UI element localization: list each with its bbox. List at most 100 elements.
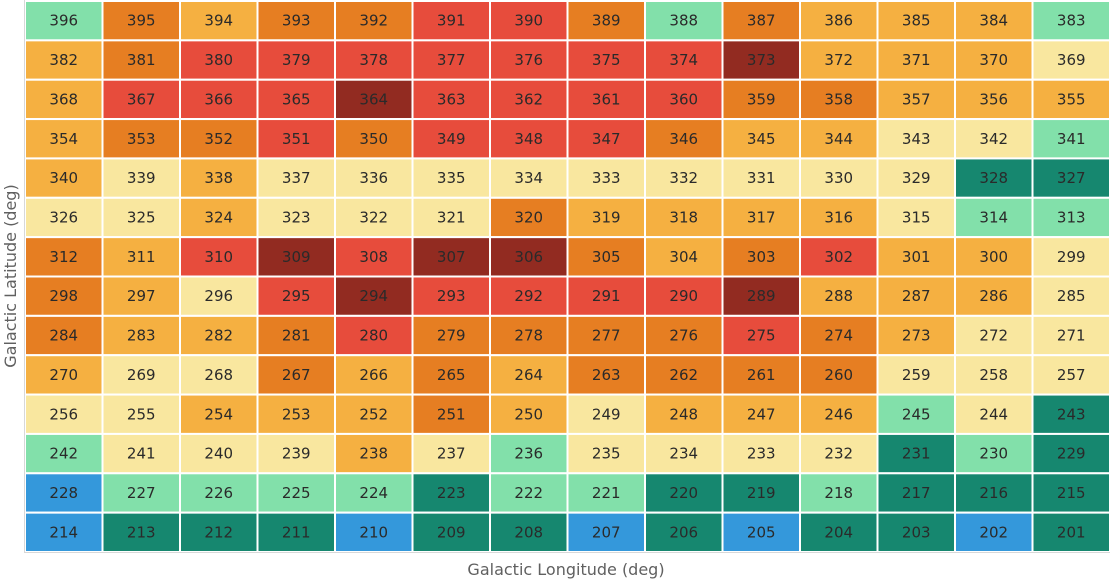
heatmap-cell-237	[411, 432, 491, 475]
cell-label-226: 226	[204, 484, 233, 502]
cell-label-202: 202	[979, 523, 1008, 541]
heatmap-cell-299	[1031, 236, 1111, 278]
cell-label-376: 376	[514, 51, 543, 69]
heatmap-cell-285	[1031, 275, 1111, 317]
heatmap-cell-324	[179, 196, 259, 239]
heatmap-cell-269	[101, 354, 181, 396]
heatmap-cell-282	[179, 314, 259, 357]
heatmap-cell-387	[721, 0, 801, 42]
cell-label-300: 300	[979, 248, 1008, 266]
cell-label-266: 266	[359, 366, 388, 384]
heatmap-cell-310	[179, 236, 259, 278]
heatmap-cell-360	[644, 78, 724, 121]
cell-label-287: 287	[902, 287, 931, 305]
heatmap-cell-377	[411, 39, 491, 81]
cell-label-373: 373	[747, 51, 776, 69]
cell-label-247: 247	[747, 405, 776, 423]
cell-label-253: 253	[282, 405, 311, 423]
cell-label-255: 255	[127, 405, 156, 423]
cell-label-367: 367	[127, 90, 156, 108]
heatmap-cell-319	[566, 196, 646, 239]
cell-label-394: 394	[204, 12, 233, 30]
cell-label-289: 289	[747, 287, 776, 305]
cell-label-280: 280	[359, 327, 388, 345]
cell-label-264: 264	[514, 366, 543, 384]
cell-label-323: 323	[282, 208, 311, 226]
cell-label-391: 391	[437, 12, 466, 30]
cell-label-229: 229	[1057, 445, 1086, 463]
cell-label-389: 389	[592, 12, 621, 30]
heatmap-cell-300	[954, 236, 1034, 278]
cell-label-281: 281	[282, 327, 311, 345]
cell-label-313: 313	[1057, 208, 1086, 226]
heatmap-cell-391	[411, 0, 491, 42]
cell-label-246: 246	[824, 405, 853, 423]
cell-label-203: 203	[902, 523, 931, 541]
heatmap-cell-298	[24, 275, 104, 317]
heatmap-cell-215	[1031, 472, 1111, 514]
cell-label-297: 297	[127, 287, 156, 305]
heatmap-cell-289	[721, 275, 801, 317]
heatmap-cell-375	[566, 39, 646, 81]
cell-label-208: 208	[514, 523, 543, 541]
cell-label-327: 327	[1057, 169, 1086, 187]
heatmap-cell-249	[566, 393, 646, 435]
cell-label-278: 278	[514, 327, 543, 345]
heatmap-cell-287	[876, 275, 956, 317]
cell-label-375: 375	[592, 51, 621, 69]
cell-label-223: 223	[437, 484, 466, 502]
cell-label-345: 345	[747, 130, 776, 148]
heatmap-cell-294	[334, 275, 414, 317]
cell-label-284: 284	[49, 327, 78, 345]
cell-label-357: 357	[902, 90, 931, 108]
cell-label-303: 303	[747, 248, 776, 266]
heatmap-cell-275	[721, 314, 801, 357]
cell-label-239: 239	[282, 445, 311, 463]
cell-label-227: 227	[127, 484, 156, 502]
cell-label-366: 366	[204, 90, 233, 108]
heatmap-cell-368	[24, 78, 104, 121]
cell-label-395: 395	[127, 12, 156, 30]
cell-label-201: 201	[1057, 523, 1086, 541]
heatmap-cell-309	[256, 236, 336, 278]
cell-label-304: 304	[669, 248, 698, 266]
cell-label-220: 220	[669, 484, 698, 502]
cell-label-329: 329	[902, 169, 931, 187]
cell-label-245: 245	[902, 405, 931, 423]
cell-label-359: 359	[747, 90, 776, 108]
cell-label-302: 302	[824, 248, 853, 266]
heatmap-cell-383	[1031, 0, 1111, 42]
cell-label-231: 231	[902, 445, 931, 463]
heatmap-cell-325	[101, 196, 181, 239]
cell-label-214: 214	[49, 523, 78, 541]
heatmap-cell-293	[411, 275, 491, 317]
heatmap-cell-366	[179, 78, 259, 121]
heatmap-cell-380	[179, 39, 259, 81]
cell-label-296: 296	[204, 287, 233, 305]
heatmap-cell-266	[334, 354, 414, 396]
cell-label-258: 258	[979, 366, 1008, 384]
cell-label-273: 273	[902, 327, 931, 345]
cell-label-204: 204	[824, 523, 853, 541]
heatmap-cell-201	[1031, 511, 1111, 554]
heatmap-cell-320	[489, 196, 569, 239]
heatmap-cell-306	[489, 236, 569, 278]
heatmap-cell-271	[1031, 314, 1111, 357]
cell-label-206: 206	[669, 523, 698, 541]
heatmap-cell-389	[566, 0, 646, 42]
cell-label-360: 360	[669, 90, 698, 108]
cell-label-356: 356	[979, 90, 1008, 108]
heatmap-cell-351	[256, 118, 336, 160]
cell-label-379: 379	[282, 51, 311, 69]
cell-label-261: 261	[747, 366, 776, 384]
cell-label-293: 293	[437, 287, 466, 305]
cell-label-218: 218	[824, 484, 853, 502]
heatmap-cell-385	[876, 0, 956, 42]
cell-label-325: 325	[127, 208, 156, 226]
cell-label-243: 243	[1057, 405, 1086, 423]
cell-label-324: 324	[204, 208, 233, 226]
cell-label-396: 396	[49, 12, 78, 30]
cell-label-354: 354	[49, 130, 78, 148]
cell-label-358: 358	[824, 90, 853, 108]
